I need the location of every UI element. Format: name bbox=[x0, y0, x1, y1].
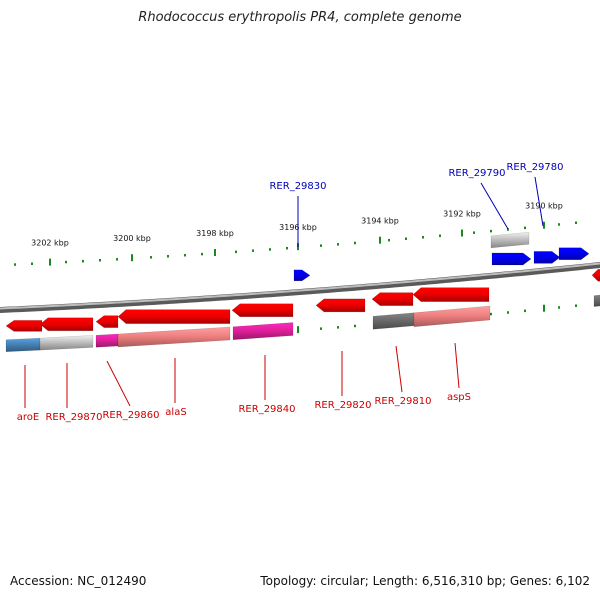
gene-RER_29820 bbox=[315, 298, 366, 313]
gene-label-alaS: alaS bbox=[165, 407, 186, 418]
gene-label-RER_29820: RER_29820 bbox=[314, 400, 371, 411]
feature-RER_29870 bbox=[39, 335, 94, 351]
feature-RER_29810 bbox=[372, 312, 415, 330]
gene-aspS bbox=[412, 287, 490, 302]
scale-label: 3202 kbp bbox=[31, 239, 69, 248]
scale-label: 3200 kbp bbox=[113, 234, 151, 243]
gene-label-RER_29830: RER_29830 bbox=[269, 181, 326, 192]
label-leader-aspS bbox=[454, 342, 460, 389]
gene-RER_29860 bbox=[95, 315, 119, 328]
genome-backbone-highlight bbox=[0, 262, 600, 310]
label-leader-RER_29780 bbox=[534, 176, 544, 227]
gene-aroE bbox=[5, 320, 43, 332]
scale-label: 3194 kbp bbox=[361, 217, 399, 226]
genome-backbone bbox=[0, 261, 600, 314]
scale-label: 3198 kbp bbox=[196, 229, 234, 238]
gene-RER_29840 bbox=[231, 303, 294, 318]
gene-label-RER_29790: RER_29790 bbox=[448, 168, 505, 179]
feature-RER_29860 bbox=[95, 333, 119, 348]
gene-label-RER_29870: RER_29870 bbox=[45, 412, 102, 423]
gene-RER_29830 bbox=[293, 269, 311, 282]
gene-RER_29810 bbox=[371, 292, 414, 306]
feature-aroE bbox=[5, 337, 41, 352]
feature-RER_29840 bbox=[232, 322, 294, 341]
gene-RER_29790 bbox=[491, 252, 532, 266]
gene-label-aroE: aroE bbox=[17, 412, 39, 423]
gene-RER_29870 bbox=[39, 317, 94, 332]
label-leader-RER_29810 bbox=[395, 345, 403, 393]
gene-edge-red bbox=[591, 268, 600, 282]
accession-label: Accession: NC_012490 bbox=[10, 574, 147, 588]
gene-forward-extra bbox=[558, 247, 590, 260]
label-leader-RER_29860 bbox=[106, 360, 131, 407]
feature-alaS bbox=[117, 326, 231, 348]
feature-aspS bbox=[413, 305, 491, 328]
label-leader-RER_29790 bbox=[480, 182, 509, 230]
gene-alaS bbox=[117, 309, 231, 324]
gene-label-RER_29840: RER_29840 bbox=[238, 404, 295, 415]
feature-RER_29790 bbox=[490, 231, 530, 249]
gene-label-RER_29860: RER_29860 bbox=[102, 410, 159, 421]
scale-label: 3192 kbp bbox=[443, 210, 481, 219]
scale-label: 3190 kbp bbox=[525, 202, 563, 211]
genome-summary: Topology: circular; Length: 6,516,310 bp… bbox=[260, 574, 590, 588]
map-title: Rhodococcus erythropolis PR4, complete g… bbox=[138, 10, 462, 25]
gene-label-aspS: aspS bbox=[447, 392, 471, 403]
gene-RER_29780 bbox=[533, 251, 561, 264]
gene-label-RER_29780: RER_29780 bbox=[506, 162, 563, 173]
feature-edge-gray bbox=[593, 294, 600, 307]
gene-label-RER_29810: RER_29810 bbox=[374, 396, 431, 407]
